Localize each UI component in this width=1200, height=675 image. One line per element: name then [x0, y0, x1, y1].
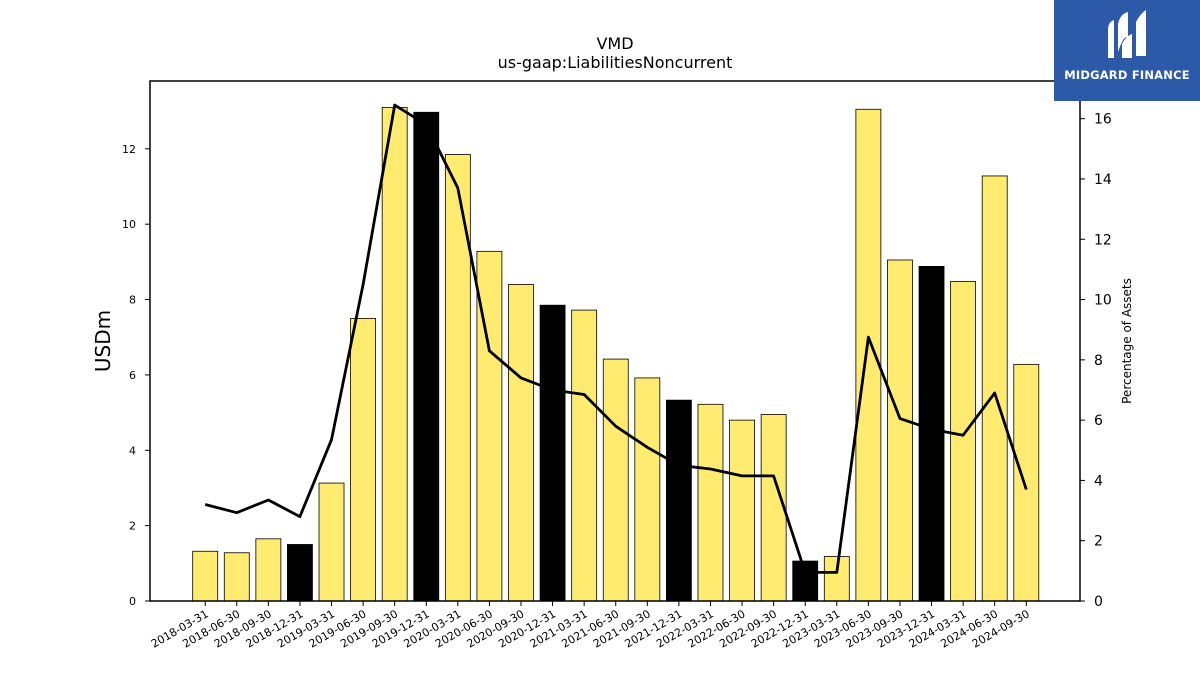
y-axis-label: USDm: [91, 310, 115, 372]
bar-2020-09-30: [508, 284, 534, 602]
y2-tick-label: 8: [1094, 353, 1103, 369]
bar-2020-12-31: [539, 304, 566, 602]
y2-tick-label: 12: [1094, 232, 1112, 248]
y-tick-label: 0: [129, 595, 136, 608]
bar-2021-12-31: [666, 399, 692, 602]
bar-2024-09-30: [1013, 363, 1040, 602]
y2-tick-label: 4: [1094, 473, 1103, 489]
bar-2019-03-31: [318, 482, 345, 602]
bar-2022-09-30: [760, 414, 787, 602]
y2-axis: 0 2 4 6 8 10 12 14 16: [1080, 112, 1112, 610]
bar-2021-06-30: [602, 358, 629, 602]
bar-2024-03-31: [950, 281, 977, 602]
bar-2022-06-30: [729, 419, 755, 602]
y2-tick-label: 14: [1094, 172, 1112, 188]
bar-2021-03-31: [571, 309, 598, 602]
y-tick-label: 10: [122, 218, 136, 231]
bars-group: [192, 106, 1040, 602]
bar-2018-06-30: [223, 552, 250, 602]
y2-tick-label: 6: [1094, 413, 1103, 429]
line-group: [204, 103, 1028, 574]
y-axis: 0 2 4 6 8 10 12: [122, 143, 150, 608]
bar-2019-12-31: [413, 111, 440, 602]
brand-logo-text: MIDGARD FINANCE: [1064, 68, 1190, 82]
bar-2023-06-30: [855, 108, 882, 602]
y-tick-label: 12: [122, 143, 136, 156]
bar-2019-09-30: [381, 106, 408, 602]
plot-frame: [149, 80, 1081, 602]
bar-2022-12-31: [792, 560, 819, 602]
bar-2023-09-30: [887, 259, 913, 602]
y2-tick-label: 0: [1094, 594, 1103, 610]
bar-2018-09-30: [255, 538, 282, 602]
y2-axis-label: Percentage of Assets: [1120, 278, 1134, 404]
bar-2023-12-31: [918, 265, 945, 602]
brand-logo: MIDGARD FINANCE: [1054, 0, 1200, 101]
chart-title: VMD: [596, 34, 633, 53]
x-axis: 2018-03-312018-06-302018-09-302018-12-31…: [149, 601, 1032, 651]
chart-subtitle: us-gaap:LiabilitiesNoncurrent: [498, 53, 733, 72]
midgard-logo-icon: [1108, 10, 1146, 58]
y-tick-label: 2: [129, 520, 136, 533]
y2-tick-label: 16: [1094, 112, 1112, 128]
bar-2021-09-30: [634, 377, 661, 602]
y-tick-label: 6: [129, 369, 136, 382]
percentage-line: [204, 103, 1028, 574]
y2-tick-label: 2: [1094, 534, 1103, 550]
bar-2022-03-31: [697, 403, 724, 602]
y2-tick-label: 10: [1094, 293, 1112, 309]
bar-2020-03-31: [444, 154, 471, 602]
y-tick-label: 8: [129, 294, 136, 307]
bar-2018-12-31: [287, 544, 313, 602]
y-tick-label: 4: [129, 444, 136, 457]
bar-2018-03-31: [192, 550, 219, 602]
bar-2024-06-30: [981, 175, 1008, 602]
bar-2019-06-30: [350, 317, 377, 602]
